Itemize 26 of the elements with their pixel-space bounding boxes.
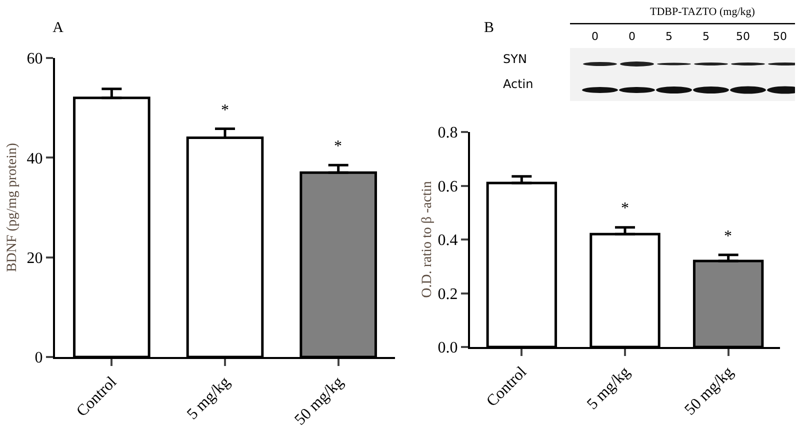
y-tick-label: 0.0: [438, 340, 458, 357]
chart-title: B: [484, 20, 494, 36]
annotation: *: [724, 228, 732, 245]
y-tick-label: 0: [34, 350, 43, 367]
y-axis-title: O.D. ratio to β -actin: [420, 181, 435, 298]
chart-title: A: [52, 20, 64, 36]
text: 5: [664, 30, 674, 43]
text: Actin: [503, 77, 534, 91]
y-tick-label: 0.8: [438, 124, 458, 142]
y-axis-title: BDNF (pg/mg protein): [5, 142, 20, 272]
text: TDBP-TAZTO (mg/kg): [650, 6, 755, 18]
y-tick-label: 0.6: [438, 178, 458, 196]
text: SYN: [503, 52, 527, 66]
text: 0: [628, 30, 636, 43]
y-tick-label: 0.4: [438, 232, 458, 250]
annotation: *: [621, 200, 629, 217]
y-tick-label: 0.2: [438, 286, 458, 303]
y-tick-label: 40: [26, 150, 43, 168]
text: 50: [772, 30, 788, 43]
annotation: *: [334, 138, 342, 155]
text: 0: [590, 30, 600, 43]
text: 50: [735, 30, 751, 43]
annotation: *: [221, 102, 229, 119]
y-tick-label: 20: [26, 250, 43, 267]
y-tick-label: 60: [26, 50, 43, 68]
text: 5: [702, 30, 710, 43]
